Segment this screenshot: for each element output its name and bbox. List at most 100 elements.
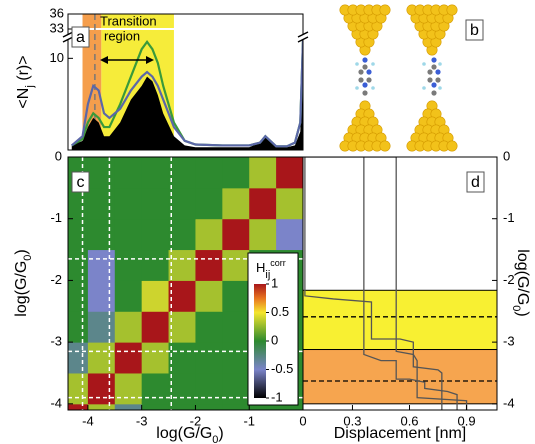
heatmap-cell — [142, 157, 169, 188]
molecule-atom — [366, 69, 371, 74]
x-tick-label: 0 — [299, 413, 306, 428]
heatmap-cell — [142, 342, 169, 373]
heatmap-cell — [169, 280, 196, 311]
heatmap-cell — [142, 280, 169, 311]
y-tick-label: 33 — [50, 20, 64, 35]
colorbar-tick-label: 0.5 — [271, 304, 289, 319]
heatmap-cell — [249, 157, 276, 188]
hydrogen-atom — [438, 86, 442, 90]
heatmap-cell — [88, 280, 115, 311]
heatmap-cell — [249, 219, 276, 250]
x-tick-label: -3 — [136, 413, 148, 428]
heatmap-cell — [169, 373, 196, 404]
heatmap-cell — [61, 219, 88, 250]
heatmap-cell — [61, 250, 88, 281]
colorbar-title-part: corr — [270, 258, 286, 268]
heatmap-cell — [195, 157, 222, 188]
heatmap-cell — [222, 280, 249, 311]
molecule-atom — [431, 90, 436, 95]
heatmap-cell — [115, 373, 142, 404]
panel-label: b — [470, 22, 479, 39]
heatmap-cell — [222, 250, 249, 281]
colorbar-tick-label: -0.5 — [271, 361, 293, 376]
gold-atom — [380, 5, 390, 15]
heatmap-cell — [195, 342, 222, 373]
heatmap-cell — [169, 342, 196, 373]
heatmap-cell — [61, 188, 88, 219]
y-axis-label-part: <N — [15, 88, 32, 109]
heatmap-cell — [61, 373, 88, 404]
heatmap-cell — [115, 311, 142, 342]
molecule-atom — [427, 69, 432, 74]
heatmap-cell — [142, 373, 169, 404]
y-tick-label: -2 — [50, 272, 62, 287]
panel-label: c — [77, 174, 85, 191]
heatmap-cell — [61, 311, 88, 342]
colorbar-tick-label: 1 — [271, 275, 278, 290]
heatmap-cell — [195, 219, 222, 250]
colorbar — [254, 284, 266, 398]
molecule-atom — [435, 77, 440, 82]
y-tick-label: -4 — [50, 395, 62, 410]
gold-atom — [380, 141, 390, 151]
y-axis-label-part: ) — [13, 249, 30, 254]
molecule-atom — [431, 82, 436, 87]
y-tick-label: -4 — [503, 395, 515, 410]
molecule-atom — [435, 69, 440, 74]
molecule-illustration: b — [340, 5, 483, 151]
heatmap-cell — [115, 219, 142, 250]
hydrogen-atom — [355, 62, 359, 66]
y-axis-label: <Nj (r)> — [15, 55, 36, 108]
region-band — [303, 350, 497, 404]
heatmap-cell — [88, 342, 115, 373]
x-axis-label-part: ) — [218, 425, 223, 442]
heatmap-cell — [195, 250, 222, 281]
plot-area — [303, 157, 497, 410]
y-tick-label: -3 — [503, 334, 515, 349]
colorbar-title-part: ij — [265, 269, 270, 281]
heatmap-cell — [222, 373, 249, 404]
annotation: region — [104, 28, 140, 43]
hydrogen-atom — [422, 62, 426, 66]
hydrogen-atom — [371, 62, 375, 66]
y-tick-label: 10 — [50, 50, 64, 65]
y-tick-label: -1 — [50, 210, 62, 225]
heatmap-cell — [222, 311, 249, 342]
heatmap-cell — [169, 250, 196, 281]
heatmap-cell — [195, 373, 222, 404]
heatmap-cell — [88, 250, 115, 281]
y-tick-label: 0 — [55, 148, 62, 163]
heatmap-cell — [195, 311, 222, 342]
heatmap-cell — [61, 280, 88, 311]
molecule-atom — [362, 64, 367, 69]
heatmap-cell — [142, 219, 169, 250]
heatmap-cell — [142, 188, 169, 219]
gold-atom — [447, 5, 457, 15]
y-tick-label: 0 — [503, 148, 510, 163]
heatmap-cell — [61, 342, 88, 373]
heatmap-cell — [222, 188, 249, 219]
annotation: Transition — [100, 13, 157, 28]
panel-label: d — [471, 174, 480, 191]
colorbar-tick-label: -1 — [271, 389, 283, 404]
x-axis-label: Displacement [nm] — [334, 425, 467, 442]
heatmap-cell — [88, 373, 115, 404]
y-axis-label-part: log(G/G — [514, 249, 531, 305]
hydrogen-atom — [422, 86, 426, 90]
heatmap-cell — [115, 280, 142, 311]
heatmap-cell — [88, 311, 115, 342]
heatmap-cell — [115, 250, 142, 281]
molecule-atom — [427, 77, 432, 82]
hydrogen-atom — [371, 86, 375, 90]
y-axis-label-part: log(G/G — [13, 261, 30, 317]
heatmap-cell — [169, 219, 196, 250]
heatmap-cell — [222, 342, 249, 373]
y-tick-label: -3 — [50, 334, 62, 349]
heatmap-cell — [222, 219, 249, 250]
heatmap-cell — [88, 188, 115, 219]
panel-label: a — [76, 29, 85, 46]
heatmap-cell — [276, 157, 303, 188]
y-tick-label: 36 — [50, 5, 64, 20]
